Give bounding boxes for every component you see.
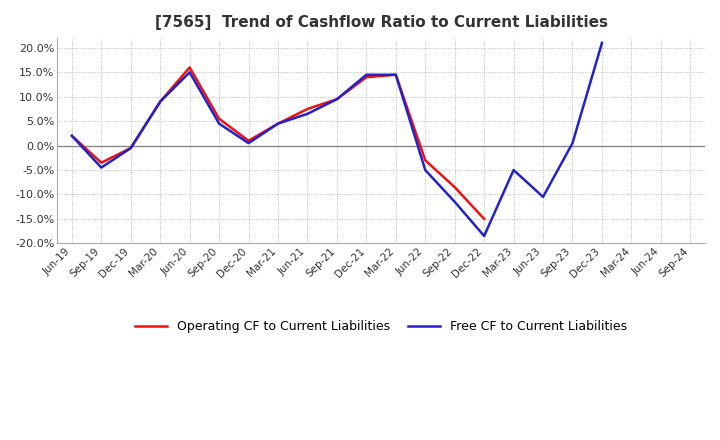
- Operating CF to Current Liabilities: [156, 99, 165, 104]
- Free CF to Current Liabilities: [274, 121, 282, 126]
- Title: [7565]  Trend of Cashflow Ratio to Current Liabilities: [7565] Trend of Cashflow Ratio to Curren…: [155, 15, 608, 30]
- Free CF to Current Liabilities: [185, 70, 194, 75]
- Free CF to Current Liabilities: [392, 72, 400, 77]
- Operating CF to Current Liabilities: [97, 160, 106, 165]
- Operating CF to Current Liabilities: [392, 72, 400, 77]
- Free CF to Current Liabilities: [480, 233, 488, 238]
- Operating CF to Current Liabilities: [185, 65, 194, 70]
- Free CF to Current Liabilities: [333, 96, 341, 102]
- Legend: Operating CF to Current Liabilities, Free CF to Current Liabilities: Operating CF to Current Liabilities, Fre…: [130, 315, 632, 338]
- Free CF to Current Liabilities: [156, 99, 165, 104]
- Operating CF to Current Liabilities: [303, 106, 312, 112]
- Operating CF to Current Liabilities: [362, 74, 371, 80]
- Free CF to Current Liabilities: [509, 167, 518, 172]
- Free CF to Current Liabilities: [598, 40, 606, 46]
- Operating CF to Current Liabilities: [68, 133, 76, 139]
- Free CF to Current Liabilities: [244, 140, 253, 146]
- Free CF to Current Liabilities: [568, 140, 577, 146]
- Free CF to Current Liabilities: [539, 194, 547, 200]
- Free CF to Current Liabilities: [215, 121, 223, 126]
- Operating CF to Current Liabilities: [333, 96, 341, 102]
- Free CF to Current Liabilities: [97, 165, 106, 170]
- Line: Operating CF to Current Liabilities: Operating CF to Current Liabilities: [72, 67, 484, 219]
- Line: Free CF to Current Liabilities: Free CF to Current Liabilities: [72, 43, 602, 236]
- Free CF to Current Liabilities: [451, 199, 459, 205]
- Operating CF to Current Liabilities: [421, 158, 430, 163]
- Free CF to Current Liabilities: [127, 145, 135, 150]
- Free CF to Current Liabilities: [68, 133, 76, 139]
- Operating CF to Current Liabilities: [244, 138, 253, 143]
- Free CF to Current Liabilities: [421, 167, 430, 172]
- Operating CF to Current Liabilities: [274, 121, 282, 126]
- Operating CF to Current Liabilities: [215, 116, 223, 121]
- Operating CF to Current Liabilities: [127, 145, 135, 150]
- Free CF to Current Liabilities: [362, 72, 371, 77]
- Free CF to Current Liabilities: [303, 111, 312, 117]
- Operating CF to Current Liabilities: [480, 216, 488, 222]
- Operating CF to Current Liabilities: [451, 184, 459, 190]
